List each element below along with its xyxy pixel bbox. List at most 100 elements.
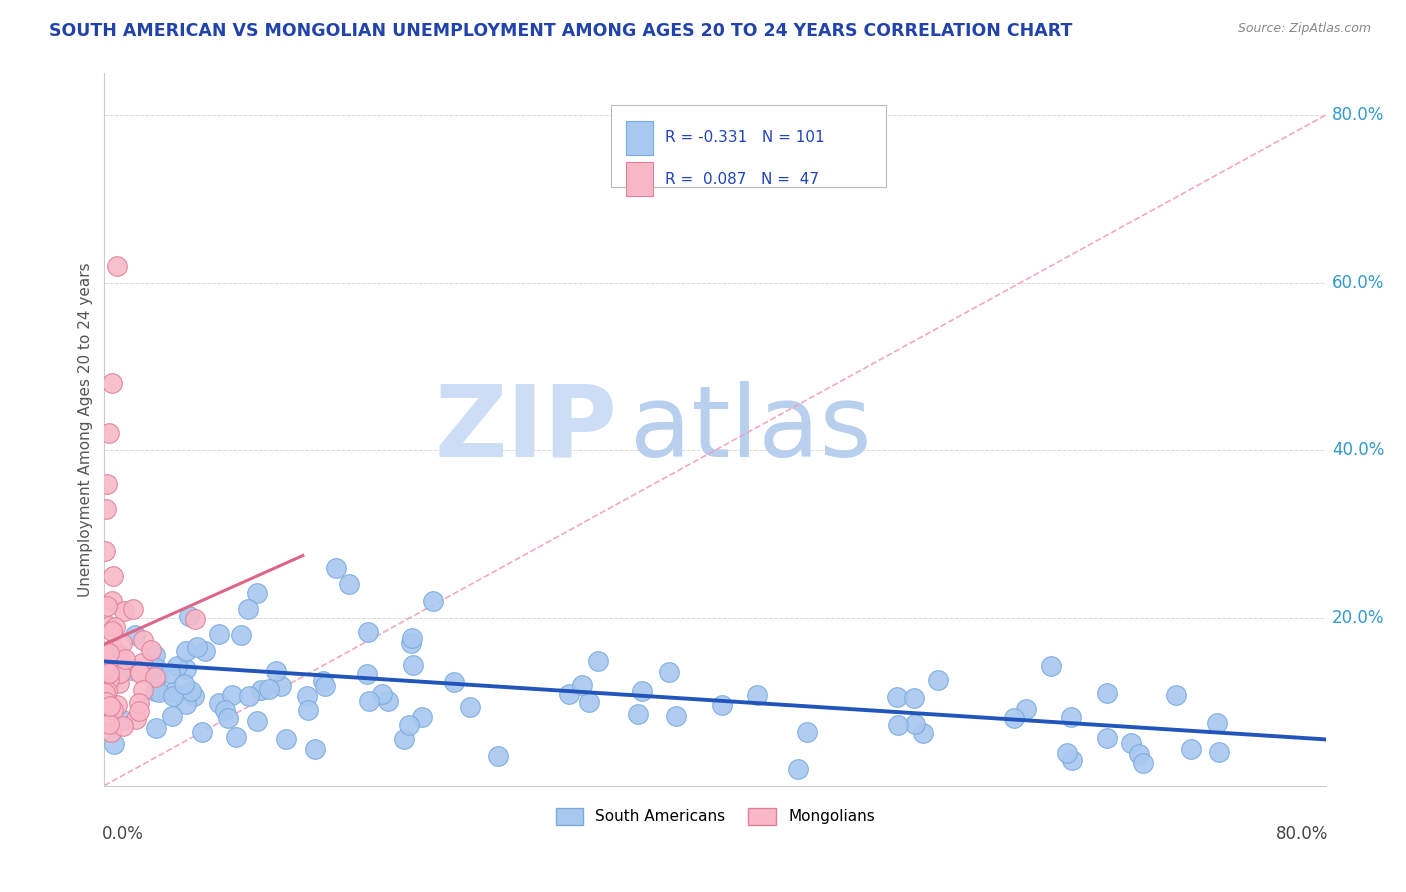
- Point: [371, 687, 394, 701]
- Point: [162, 685, 184, 699]
- Point: [111, 636, 134, 650]
- Point: [105, 259, 128, 273]
- Point: [1166, 689, 1188, 703]
- Point: [96, 657, 118, 671]
- Point: [145, 721, 167, 735]
- Point: [146, 669, 169, 683]
- Point: [131, 656, 153, 670]
- Point: [186, 640, 208, 654]
- Point: [257, 682, 280, 697]
- Point: [207, 696, 229, 710]
- Bar: [626, 162, 652, 196]
- Point: [94, 544, 117, 558]
- Point: [297, 689, 319, 703]
- Point: [297, 703, 319, 717]
- Point: [139, 643, 162, 657]
- Point: [128, 665, 150, 679]
- Point: [101, 640, 124, 655]
- Point: [337, 577, 360, 591]
- Point: [1060, 753, 1083, 767]
- Text: SOUTH AMERICAN VS MONGOLIAN UNEMPLOYMENT AMONG AGES 20 TO 24 YEARS CORRELATION C: SOUTH AMERICAN VS MONGOLIAN UNEMPLOYMENT…: [49, 22, 1073, 40]
- Point: [658, 665, 681, 679]
- Point: [1002, 711, 1025, 725]
- Point: [221, 688, 243, 702]
- Point: [1097, 686, 1119, 700]
- Point: [787, 762, 810, 776]
- Point: [183, 689, 205, 703]
- Point: [112, 603, 135, 617]
- Point: [236, 602, 259, 616]
- Point: [231, 628, 253, 642]
- Point: [927, 673, 949, 688]
- Point: [121, 601, 143, 615]
- Point: [97, 672, 120, 686]
- Point: [105, 698, 128, 713]
- Point: [180, 684, 202, 698]
- Point: [314, 680, 336, 694]
- Point: [108, 676, 131, 690]
- Point: [100, 675, 122, 690]
- Point: [94, 695, 117, 709]
- Point: [1040, 658, 1063, 673]
- Point: [904, 717, 927, 731]
- Point: [103, 569, 125, 583]
- Point: [108, 666, 131, 681]
- Point: [250, 682, 273, 697]
- Point: [104, 670, 127, 684]
- Point: [304, 742, 326, 756]
- Point: [911, 726, 934, 740]
- Point: [1119, 736, 1142, 750]
- Point: [124, 628, 146, 642]
- Point: [325, 560, 347, 574]
- Text: Source: ZipAtlas.com: Source: ZipAtlas.com: [1237, 22, 1371, 36]
- Point: [402, 657, 425, 672]
- Point: [96, 684, 118, 698]
- Point: [1128, 747, 1150, 762]
- Point: [557, 687, 579, 701]
- Point: [101, 594, 124, 608]
- Point: [184, 612, 207, 626]
- Point: [246, 585, 269, 599]
- Text: 0.0%: 0.0%: [103, 825, 143, 843]
- Point: [98, 619, 121, 633]
- Point: [110, 648, 132, 662]
- Point: [208, 626, 231, 640]
- Text: R =  0.087   N =  47: R = 0.087 N = 47: [665, 171, 820, 186]
- Point: [101, 624, 124, 638]
- Text: 60.0%: 60.0%: [1331, 274, 1385, 292]
- Point: [711, 698, 734, 713]
- Point: [627, 706, 650, 721]
- Point: [162, 689, 184, 703]
- Point: [246, 714, 269, 728]
- Point: [665, 708, 688, 723]
- Text: ZIP: ZIP: [434, 381, 617, 478]
- Point: [903, 691, 925, 706]
- Point: [191, 725, 214, 739]
- Point: [173, 677, 195, 691]
- Point: [1132, 756, 1154, 770]
- Point: [586, 654, 609, 668]
- Point: [128, 697, 150, 711]
- Point: [97, 675, 120, 690]
- Point: [270, 679, 292, 693]
- Point: [132, 633, 155, 648]
- Point: [98, 666, 121, 681]
- Point: [98, 654, 121, 668]
- Point: [131, 683, 153, 698]
- Point: [377, 694, 399, 708]
- Point: [121, 663, 143, 677]
- Point: [103, 737, 125, 751]
- Text: 80.0%: 80.0%: [1277, 825, 1329, 843]
- Point: [394, 731, 416, 746]
- Point: [94, 686, 117, 700]
- Point: [97, 647, 120, 661]
- Point: [1208, 745, 1230, 759]
- Point: [399, 636, 422, 650]
- Point: [225, 730, 247, 744]
- Point: [148, 685, 170, 699]
- Point: [887, 717, 910, 731]
- Point: [145, 661, 167, 675]
- Point: [97, 426, 120, 441]
- Point: [486, 748, 509, 763]
- Point: [217, 711, 239, 725]
